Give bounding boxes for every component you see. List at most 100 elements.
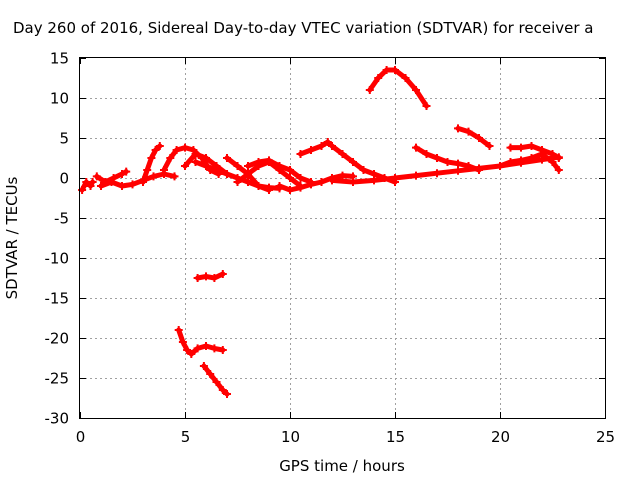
data-point bbox=[199, 362, 208, 370]
series-arc-4 bbox=[139, 142, 164, 186]
data-point bbox=[193, 274, 202, 282]
data-point bbox=[475, 166, 483, 174]
data-point bbox=[338, 171, 347, 180]
data-point bbox=[143, 166, 152, 174]
data-point bbox=[496, 162, 504, 170]
data-point bbox=[223, 390, 231, 398]
data-point bbox=[218, 346, 227, 354]
data-point bbox=[307, 180, 315, 189]
data-point bbox=[506, 143, 515, 152]
data-point bbox=[155, 142, 164, 150]
y-tick-label: -10 bbox=[45, 250, 70, 268]
data-point bbox=[374, 74, 383, 82]
data-point bbox=[202, 154, 210, 162]
data-point bbox=[286, 186, 294, 194]
series-line bbox=[79, 179, 96, 193]
data-point bbox=[391, 174, 399, 182]
x-tick-labels: 0 5 10 15 20 25 bbox=[76, 428, 615, 446]
data-point bbox=[307, 146, 315, 154]
data-point bbox=[160, 166, 168, 174]
data-point bbox=[538, 150, 546, 158]
data-point bbox=[412, 86, 420, 94]
data-point bbox=[202, 342, 210, 350]
x-axis-label: GPS time / hours bbox=[279, 457, 405, 475]
data-point bbox=[328, 176, 336, 185]
data-point bbox=[317, 178, 326, 186]
data-point bbox=[254, 182, 263, 190]
data-point bbox=[122, 167, 131, 176]
data-point bbox=[202, 162, 210, 170]
data-point bbox=[391, 66, 399, 74]
data-point bbox=[401, 74, 410, 82]
y-tick-label: 5 bbox=[59, 130, 69, 148]
data-point bbox=[128, 180, 137, 189]
data-point bbox=[365, 86, 374, 94]
data-point bbox=[151, 146, 160, 154]
grid bbox=[80, 58, 605, 418]
data-point bbox=[359, 166, 368, 174]
x-tick-label: 0 bbox=[76, 428, 86, 446]
series-line bbox=[195, 271, 226, 281]
series-arc-2 bbox=[97, 170, 179, 190]
series-arc-21 bbox=[199, 362, 231, 398]
chart-title: Day 260 of 2016, Sidereal Day-to-day VTE… bbox=[13, 19, 594, 37]
data-point bbox=[218, 386, 227, 394]
data-point bbox=[554, 154, 563, 162]
series-arc-19 bbox=[193, 270, 227, 282]
data-point bbox=[172, 146, 181, 154]
data-point bbox=[464, 162, 473, 170]
x-tick-label: 25 bbox=[596, 428, 615, 446]
data-point bbox=[244, 162, 252, 170]
data-point bbox=[181, 162, 189, 170]
data-point bbox=[485, 142, 494, 150]
data-point bbox=[433, 154, 441, 162]
data-point bbox=[254, 158, 263, 166]
data-point bbox=[118, 170, 126, 178]
data-point bbox=[193, 344, 202, 353]
series-arc-13 bbox=[328, 153, 563, 186]
y-tick-label: -15 bbox=[45, 290, 70, 308]
y-tick-label: -30 bbox=[45, 410, 70, 428]
data-point bbox=[233, 178, 242, 186]
data-point bbox=[433, 169, 441, 178]
data-point bbox=[517, 143, 525, 152]
data-point bbox=[506, 158, 515, 166]
data-point bbox=[443, 158, 452, 166]
data-point bbox=[212, 166, 221, 174]
data-point bbox=[97, 182, 105, 190]
data-point bbox=[422, 150, 431, 158]
data-point bbox=[527, 142, 536, 150]
data-series bbox=[78, 66, 563, 398]
data-point bbox=[181, 143, 189, 152]
y-axis-label: SDTVAR / TECUs bbox=[3, 176, 21, 299]
data-point bbox=[191, 158, 200, 166]
data-point bbox=[101, 178, 110, 186]
data-point bbox=[166, 154, 175, 162]
data-point bbox=[317, 142, 326, 150]
data-point bbox=[548, 158, 557, 166]
data-point bbox=[328, 142, 336, 150]
series-arc-3 bbox=[92, 167, 131, 186]
x-tick-label: 10 bbox=[281, 428, 300, 446]
data-point bbox=[554, 166, 563, 174]
data-point bbox=[147, 154, 156, 162]
y-tick-label: 15 bbox=[50, 50, 69, 68]
data-point bbox=[149, 172, 158, 181]
series-line bbox=[455, 125, 492, 149]
data-point bbox=[454, 159, 462, 168]
data-point bbox=[265, 186, 273, 194]
data-point bbox=[349, 178, 357, 186]
data-point bbox=[475, 134, 483, 142]
y-tick-label: 0 bbox=[59, 170, 69, 188]
y-tick-label: -25 bbox=[45, 370, 70, 388]
data-point bbox=[464, 127, 473, 136]
series-arc-17 bbox=[506, 142, 563, 162]
data-point bbox=[218, 270, 227, 278]
data-point bbox=[244, 178, 252, 186]
data-point bbox=[412, 143, 420, 152]
data-point bbox=[170, 172, 179, 181]
data-point bbox=[210, 274, 219, 282]
series-arc-1 bbox=[78, 178, 97, 194]
data-point bbox=[183, 346, 192, 354]
data-point bbox=[210, 344, 219, 353]
